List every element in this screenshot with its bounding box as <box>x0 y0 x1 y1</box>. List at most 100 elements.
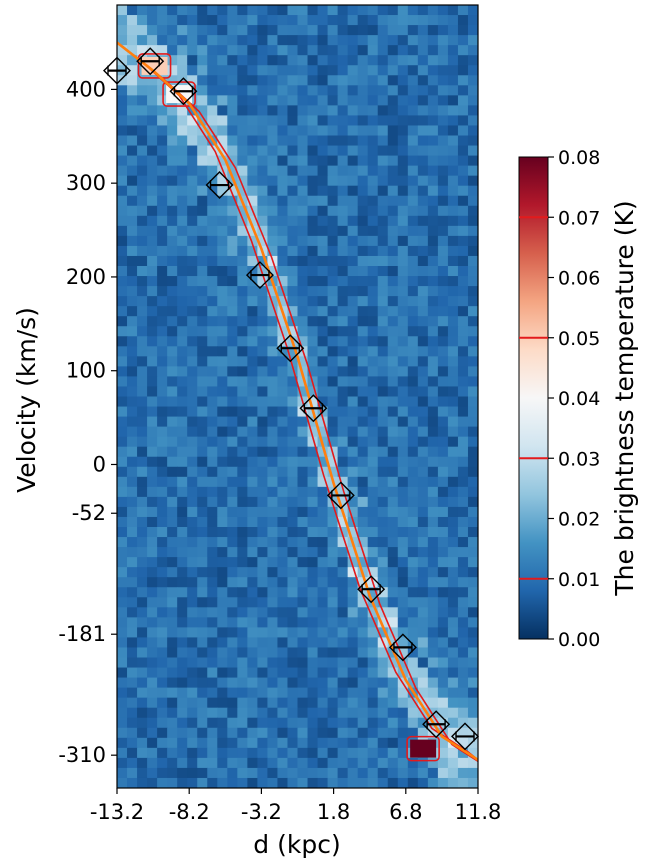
heatmap-cell <box>417 185 429 197</box>
heatmap-cell <box>117 185 128 197</box>
heatmap-cell <box>177 587 188 598</box>
heatmap-cell <box>127 486 138 498</box>
heatmap-cell <box>277 346 289 357</box>
heatmap-cell <box>157 476 168 488</box>
heatmap-cell <box>127 717 138 729</box>
heatmap-cell <box>427 657 439 669</box>
heatmap-cell <box>127 65 138 76</box>
heatmap-cell <box>187 486 198 498</box>
heatmap-cell <box>287 496 299 508</box>
heatmap-cell <box>347 65 359 76</box>
heatmap-cell <box>417 597 429 608</box>
heatmap-cell <box>387 617 399 628</box>
heatmap-cell <box>167 25 178 36</box>
heatmap-cell <box>247 326 258 337</box>
heatmap-cell <box>207 547 218 558</box>
heatmap-cell <box>407 175 419 187</box>
heatmap-cell <box>317 346 329 357</box>
heatmap-cell <box>217 496 228 508</box>
heatmap-cell <box>187 747 198 759</box>
heatmap-cell <box>307 205 319 217</box>
heatmap-cell <box>377 155 389 167</box>
heatmap-cell <box>327 15 339 26</box>
heatmap-cell <box>127 446 138 458</box>
heatmap-cell <box>407 125 419 137</box>
heatmap-cell <box>387 637 399 649</box>
heatmap-cell <box>257 65 269 76</box>
heatmap-cell <box>217 527 228 538</box>
heatmap-cell <box>277 637 289 649</box>
heatmap-cell <box>427 346 439 357</box>
heatmap-cell <box>267 316 279 327</box>
heatmap-cell <box>167 737 178 749</box>
heatmap-cell <box>247 506 258 518</box>
heatmap-cell <box>407 476 419 488</box>
heatmap-cell <box>147 637 158 649</box>
heatmap-cell <box>167 215 178 227</box>
heatmap-cell <box>237 747 248 759</box>
heatmap-cell <box>267 697 279 709</box>
heatmap-cell <box>407 75 419 86</box>
heatmap-cell <box>447 235 459 247</box>
heatmap-cell <box>417 65 429 76</box>
heatmap-cell <box>117 456 128 468</box>
contour-hotspot <box>137 53 172 79</box>
heatmap-cell <box>467 35 478 46</box>
heatmap-cell <box>437 175 449 187</box>
heatmap-cell <box>427 175 439 187</box>
heatmap-cell <box>127 95 138 106</box>
heatmap-cell <box>437 155 449 167</box>
heatmap-cell <box>237 356 248 367</box>
heatmap-cell <box>337 326 349 337</box>
heatmap-cell <box>457 386 469 398</box>
heatmap-cell <box>217 45 228 56</box>
heatmap-cell <box>467 235 478 247</box>
heatmap-cell <box>127 215 138 227</box>
heatmap-cell <box>457 65 469 76</box>
heatmap-cell <box>427 286 439 297</box>
heatmap-cell <box>387 115 399 127</box>
heatmap-cell <box>227 777 238 788</box>
heatmap-cell <box>277 25 289 36</box>
heatmap-cell <box>457 5 469 16</box>
heatmap-cell <box>397 486 409 498</box>
heatmap-cell <box>367 767 379 779</box>
heatmap-cell <box>427 55 439 66</box>
heatmap-cell <box>307 426 319 438</box>
heatmap-cell <box>387 527 399 538</box>
heatmap-cell <box>207 717 218 729</box>
heatmap-cell <box>237 135 248 147</box>
heatmap-cell <box>407 587 419 598</box>
heatmap-cell <box>437 336 449 347</box>
heatmap-cell <box>217 687 228 699</box>
heatmap-cell <box>137 245 148 257</box>
heatmap-cell <box>197 175 208 187</box>
heatmap-cell <box>217 737 228 749</box>
heatmap-cell <box>237 607 248 618</box>
heatmap-cell <box>157 557 168 568</box>
heatmap-cell <box>287 617 299 628</box>
heatmap-cell <box>317 386 329 398</box>
heatmap-cell <box>397 557 409 568</box>
heatmap-cell <box>237 346 248 357</box>
heatmap-cell <box>247 95 258 106</box>
heatmap-cell <box>337 185 349 197</box>
heatmap-cell <box>417 175 429 187</box>
heatmap-cell <box>127 597 138 608</box>
heatmap-cell <box>337 496 349 508</box>
heatmap-cell <box>127 205 138 217</box>
heatmap-cell <box>437 657 449 669</box>
heatmap-cell <box>297 587 309 598</box>
heatmap-cell <box>447 175 459 187</box>
heatmap-cell <box>467 416 478 428</box>
heatmap-cell <box>277 266 289 277</box>
heatmap-cell <box>347 597 359 608</box>
heatmap-cell <box>157 687 168 699</box>
heatmap-cell <box>257 115 269 127</box>
heatmap-cell <box>187 366 198 378</box>
heatmap-cell <box>127 496 138 508</box>
heatmap-cell <box>257 235 269 247</box>
heatmap-cell <box>347 5 359 16</box>
heatmap-cell <box>337 537 349 548</box>
heatmap-cell <box>137 577 148 588</box>
